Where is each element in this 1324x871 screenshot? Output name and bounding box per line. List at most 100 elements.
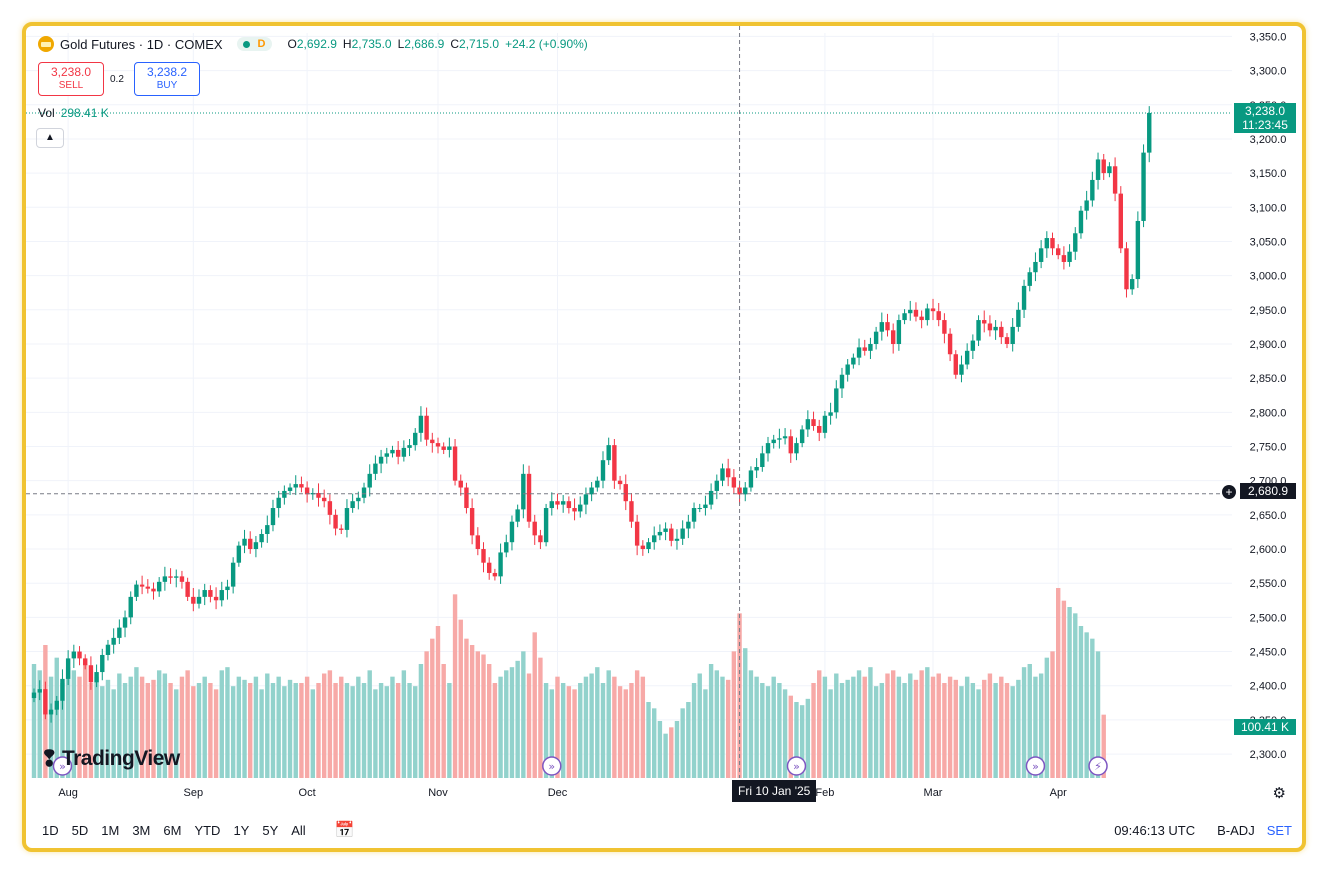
timeframe-5d[interactable]: 5D	[71, 822, 89, 838]
candle	[287, 487, 293, 491]
volume-bar	[811, 683, 816, 778]
volume-bar	[913, 679, 919, 778]
volume-bar	[640, 676, 646, 778]
volume-legend: Vol 298.41 K	[38, 106, 109, 120]
volume-bar	[60, 683, 65, 778]
sell-button[interactable]: 3,238.0 SELL	[38, 62, 104, 96]
volume-bar	[560, 683, 566, 778]
close-value: 2,715.0	[459, 37, 500, 51]
volume-bar	[845, 679, 850, 778]
timeframe-5y[interactable]: 5Y	[262, 822, 279, 838]
candle	[253, 542, 259, 550]
volume-bar	[487, 664, 492, 778]
dividend-event-icon	[1088, 756, 1108, 776]
candle	[868, 343, 873, 351]
utc-clock[interactable]: 09:46:13 UTC	[1114, 822, 1196, 838]
volume-bar	[925, 667, 930, 778]
candle	[572, 508, 577, 512]
candle	[1101, 159, 1106, 174]
candle	[543, 508, 549, 543]
collapse-legend-button[interactable]: ▲	[36, 128, 64, 148]
open-value: 2,692.9	[296, 37, 337, 51]
add-alert-icon[interactable]: +	[1222, 485, 1236, 499]
candle	[1016, 309, 1021, 327]
candle	[208, 590, 213, 597]
candle	[799, 429, 805, 444]
candle	[31, 692, 37, 699]
volume-bar	[481, 654, 486, 778]
sell-price: 3,238.0	[50, 65, 92, 79]
volume-bar	[94, 676, 99, 778]
spread-value: 0.2	[110, 74, 124, 85]
volume-bar	[1038, 673, 1044, 778]
timeframe-1y[interactable]: 1Y	[233, 822, 250, 838]
candle	[270, 508, 276, 526]
candle	[748, 470, 754, 488]
low-value: 2,686.9	[404, 37, 445, 51]
candle	[578, 504, 583, 512]
volume-bar	[634, 670, 640, 778]
candle	[521, 473, 526, 510]
time-tick-label: Sep	[184, 787, 204, 799]
volume-bar	[88, 683, 94, 778]
volume-bar	[919, 670, 924, 778]
bottom-toolbar: 1D 5D 1M 3M 6M YTD 1Y 5Y All 📅 09:46:13 UTC B-AD…	[26, 812, 1302, 848]
tradingview-logo[interactable]: ❢ TradingView	[40, 746, 180, 772]
candle	[851, 357, 856, 365]
candle	[94, 672, 99, 683]
candle	[111, 637, 116, 645]
timeframe-ytd[interactable]: YTD	[194, 822, 221, 838]
price-tick-label: 3,350.0	[1250, 31, 1287, 43]
candle	[589, 487, 594, 495]
candle	[185, 581, 190, 597]
candle	[117, 627, 122, 638]
price-tick-label: 3,300.0	[1250, 66, 1287, 78]
candle	[487, 562, 492, 573]
timeframe-1m[interactable]: 1M	[101, 822, 120, 838]
market-status-badge[interactable]: D	[236, 37, 272, 51]
scale-settings-icon[interactable]: ⚙	[1272, 785, 1286, 802]
volume-bar	[532, 632, 537, 778]
volume-bar	[327, 670, 333, 778]
timeframe-1d[interactable]: 1D	[42, 822, 59, 838]
volume-bar	[703, 689, 708, 778]
candle	[1090, 179, 1095, 201]
candle	[145, 586, 150, 589]
volume-bar	[134, 667, 139, 778]
timeframe-6m[interactable]: 6M	[163, 822, 182, 838]
timeframe-all[interactable]: All	[291, 822, 306, 838]
volume-bar	[401, 670, 407, 778]
candle	[134, 584, 139, 597]
volume-bar	[1004, 683, 1010, 778]
volume-bar	[151, 679, 156, 778]
timeframe-3m[interactable]: 3M	[132, 822, 151, 838]
symbol-title[interactable]: Gold Futures · 1D · COMEX	[60, 36, 223, 52]
candle	[993, 326, 998, 331]
forward-icon: »	[548, 760, 555, 773]
buy-button[interactable]: 3,238.2 BUY	[134, 62, 200, 96]
candle	[697, 508, 702, 510]
go-to-date-icon[interactable]: 📅	[334, 822, 355, 839]
market-open-icon	[242, 40, 250, 48]
session-toggle[interactable]: SET	[1266, 822, 1292, 838]
candle	[230, 562, 236, 587]
volume-bar	[498, 676, 503, 778]
candle	[925, 308, 930, 321]
price-chart[interactable]: 3,350.03,300.03,250.03,200.03,150.03,100…	[26, 26, 1302, 812]
candle	[1004, 337, 1010, 344]
volume-bar	[464, 638, 469, 778]
adjustment-toggle[interactable]: B-ADJ	[1217, 822, 1255, 838]
candle	[743, 487, 748, 495]
time-tick-label: Apr	[1050, 787, 1067, 799]
volume-bar	[344, 683, 350, 778]
volume-bar	[589, 673, 594, 778]
candle	[1056, 248, 1061, 256]
last-price-tag: 3,238.0 11:23:45	[1234, 103, 1296, 133]
candle	[481, 549, 486, 563]
candle	[1112, 166, 1118, 194]
volume-bar	[993, 683, 998, 778]
volume-bar	[1010, 686, 1015, 778]
volume-bar	[970, 683, 976, 778]
volume-bar	[105, 679, 111, 778]
price-tick-label: 2,450.0	[1250, 647, 1287, 659]
